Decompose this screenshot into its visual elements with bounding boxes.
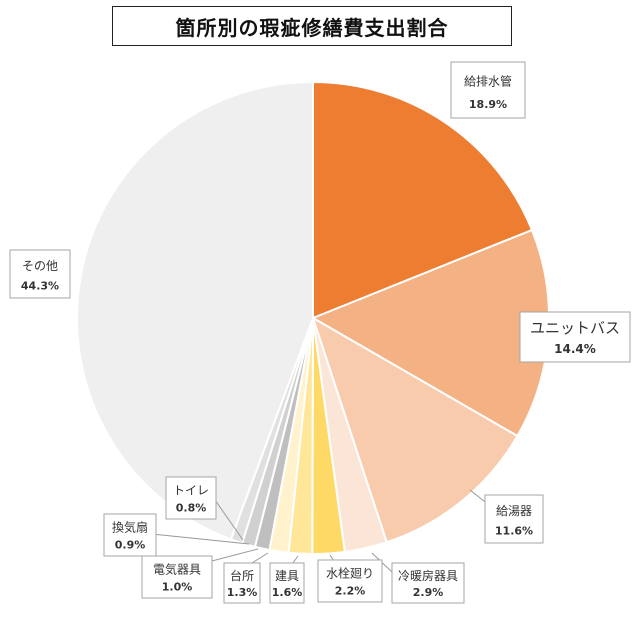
slice-label-percent: 0.9% [115,538,146,551]
slice-label-box [141,555,213,599]
slice-label-box [9,249,71,299]
slice-label-name: トイレ [173,484,209,498]
slice-label-percent: 1.6% [272,586,303,599]
slice-label-box [450,61,526,119]
slice-label-name: その他 [22,259,58,273]
chart-title: 箇所別の瑕疵修繕費支出割合 [112,6,512,46]
slice-label-box [103,513,157,557]
slice-label-name: 給湯器 [496,504,532,518]
slice-label-percent: 1.0% [162,580,193,593]
slice-label-percent: 2.2% [335,584,366,597]
slice-label-name: 電気器具 [153,562,201,577]
slice-label-name: 台所 [230,568,254,583]
slice-label-name: 給排水管 [464,74,512,89]
slice-label-name: 建具 [275,569,299,583]
pie-slice [76,80,314,541]
slice-label-name: 冷暖房器具 [398,568,458,583]
pie-slice [311,315,519,544]
slice-label-box [317,559,383,603]
slice-label-percent: 1.3% [227,586,258,599]
slice-label-box [484,494,544,544]
leader-line [151,533,250,545]
slice-label-box [391,562,465,604]
slice-label-box [519,311,631,363]
slice-label-box [165,476,217,520]
slice-label-percent: 14.4% [554,342,596,356]
slice-label-percent: 2.9% [413,586,444,599]
pie-slice [312,80,534,320]
slice-label-percent: 18.9% [469,98,507,111]
slice-label-name: 水栓廻り [326,566,374,581]
slice-label-name: ユニットバス [530,319,620,337]
slice-label-percent: 44.3% [21,279,59,292]
slice-labels: 給排水管 18.9% ユニットバス 14.4% 給湯器 11.6% 冷暖房器具 2.9% 水栓廻… [9,61,631,604]
slice-label-percent: 11.6% [495,524,533,537]
leader-line [207,548,259,563]
leader-line [214,499,244,541]
slice-label-name: 換気扇 [112,520,148,535]
slice-label-box [269,562,305,604]
slice-label-box [223,562,261,604]
pie-slices [76,80,550,556]
slice-label-percent: 0.8% [176,501,207,514]
